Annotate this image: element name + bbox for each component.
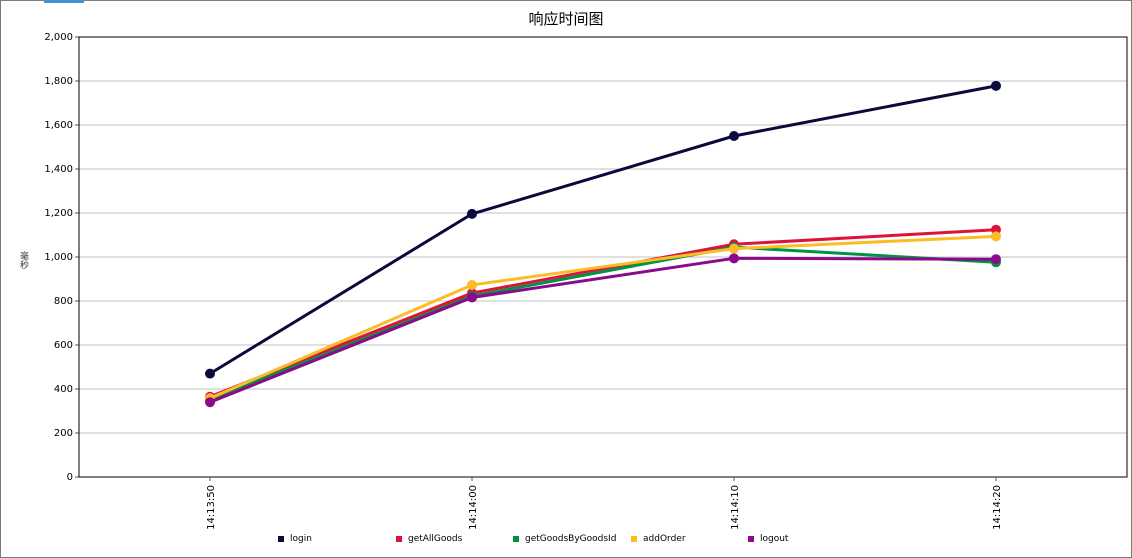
- legend-swatch: [748, 536, 754, 542]
- series-line-logout: [209, 256, 997, 404]
- chart-title: 响应时间图: [528, 10, 604, 28]
- data-point-login: [205, 368, 215, 379]
- data-point-logout: [205, 397, 215, 408]
- y-tick-label: 0: [67, 472, 73, 483]
- legend-label: login: [290, 534, 312, 544]
- y-tick-label: 400: [54, 384, 73, 395]
- data-point-login: [991, 80, 1001, 91]
- series-line-getGoodsByGoodsId: [209, 245, 997, 401]
- data-point-login: [729, 131, 739, 141]
- legend-label: getAllGoods: [408, 534, 463, 544]
- y-tick-label: 1,200: [44, 208, 73, 219]
- y-tick-label: 1,400: [44, 164, 73, 175]
- x-tick-label: 14:14:00: [468, 485, 479, 530]
- data-point-logout: [991, 254, 1001, 265]
- legend-swatch: [278, 536, 284, 542]
- legend-label: logout: [760, 534, 789, 544]
- legend-swatch: [631, 536, 637, 542]
- chart-legend: login getAllGoods getGoodsByGoodsId addOrde…: [0, 534, 1132, 550]
- legend-item-addOrder: addOrder: [631, 534, 686, 544]
- data-point-logout: [467, 292, 477, 303]
- y-tick-label: 1,000: [44, 252, 73, 263]
- y-tick-label: 2,000: [44, 32, 73, 43]
- x-tick-label: 14:13:50: [206, 485, 217, 530]
- data-point-logout: [729, 253, 739, 264]
- y-axis-label: 毫秒: [18, 251, 28, 269]
- window-tab-accent: [44, 0, 84, 3]
- data-point-addOrder: [729, 243, 739, 254]
- plot-border: [78, 36, 1128, 478]
- y-tick-label: 1,800: [44, 76, 73, 87]
- legend-item-getAllGoods: getAllGoods: [396, 534, 462, 544]
- legend-swatch: [513, 536, 519, 542]
- legend-label: getGoodsByGoodsId: [525, 534, 617, 544]
- legend-item-logout: logout: [748, 534, 788, 544]
- legend-swatch: [396, 536, 402, 542]
- y-tick-label: 600: [54, 340, 73, 351]
- data-point-login: [467, 208, 477, 219]
- data-point-addOrder: [991, 231, 1001, 242]
- y-tick-label: 1,600: [44, 120, 73, 131]
- y-tick-label: 200: [54, 428, 73, 439]
- legend-item-getGoodsByGoodsId: getGoodsByGoodsId: [513, 534, 616, 544]
- series-line-login: [209, 84, 997, 375]
- legend-label: addOrder: [643, 534, 686, 544]
- y-tick-label: 800: [54, 296, 73, 307]
- series-line-addOrder: [209, 234, 997, 400]
- legend-item-login: login: [278, 534, 312, 544]
- series-line-getAllGoods: [209, 228, 997, 399]
- data-point-addOrder: [467, 279, 477, 290]
- x-tick-label: 14:14:20: [992, 485, 1003, 530]
- x-tick-label: 14:14:10: [730, 485, 741, 530]
